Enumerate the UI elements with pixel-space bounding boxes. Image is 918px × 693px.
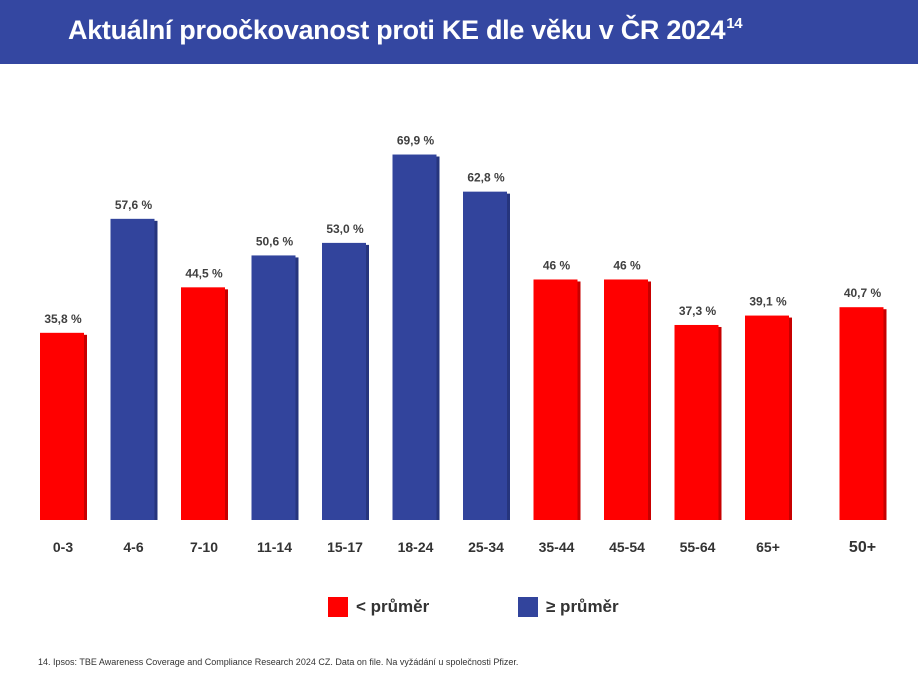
category-label-0-3: 0-3	[53, 539, 73, 555]
value-label-18-24: 69,9 %	[397, 134, 435, 148]
legend-swatch-above	[518, 597, 538, 617]
value-label-35-44: 46 %	[543, 258, 571, 272]
bar-shade-45-54	[648, 281, 651, 520]
value-label-0-3: 35,8 %	[44, 312, 82, 326]
value-label-4-6: 57,6 %	[115, 198, 153, 212]
value-label-7-10: 44,5 %	[185, 266, 223, 280]
category-label-65+: 65+	[756, 539, 780, 555]
value-label-55-64: 37,3 %	[679, 304, 717, 318]
legend-label-above: ≥ průměr	[546, 597, 619, 616]
bar-shade-18-24	[436, 156, 440, 520]
value-label-11-14: 50,6 %	[256, 234, 294, 248]
bar-shade-65+	[789, 317, 792, 520]
category-label-45-54: 45-54	[609, 539, 645, 555]
bar-55-64	[674, 324, 719, 520]
legend-label-below: < průměr	[356, 597, 430, 616]
category-label-50+: 50+	[849, 539, 876, 556]
bar-50+	[839, 307, 884, 520]
bar-4-6	[110, 218, 155, 520]
bar-45-54	[604, 279, 648, 520]
legend-item-above: ≥ průměr	[518, 596, 619, 618]
source-footnote: 14. Ipsos: TBE Awareness Coverage and Co…	[38, 657, 519, 667]
bar-shade-7-10	[225, 289, 228, 520]
title-banner: Aktuální proočkovanost proti KE dle věku…	[0, 0, 918, 64]
value-label-15-17: 53,0 %	[326, 222, 364, 236]
bar-shade-4-6	[154, 220, 158, 520]
category-label-7-10: 7-10	[190, 539, 218, 555]
bar-chart: 35,8 % 0-3 57,6 % 4-6 44,5 % 7-10 50,6 % 11-14 5…	[40, 134, 887, 556]
category-label-55-64: 55-64	[680, 539, 716, 555]
bar-shade-25-34	[507, 193, 510, 520]
category-label-25-34: 25-34	[468, 539, 504, 555]
category-label-15-17: 15-17	[327, 539, 363, 555]
bar-shade-11-14	[295, 257, 299, 520]
value-label-45-54: 46 %	[613, 258, 641, 272]
bar-25-34	[463, 191, 507, 520]
bar-shade-0-3	[84, 334, 87, 520]
bar-0-3	[40, 332, 84, 520]
legend-swatch-below	[328, 597, 348, 617]
bar-shade-55-64	[718, 326, 722, 520]
bar-15-17	[322, 242, 366, 520]
bar-11-14	[251, 255, 296, 521]
bar-18-24	[392, 154, 437, 520]
value-label-65+: 39,1 %	[749, 295, 787, 309]
title-text: Aktuální proočkovanost proti KE dle věku…	[68, 15, 726, 45]
title-footnote-ref: 14	[726, 15, 743, 32]
bar-shade-15-17	[366, 244, 369, 520]
category-label-11-14: 11-14	[257, 539, 292, 555]
value-label-50+: 40,7 %	[844, 286, 882, 300]
value-label-25-34: 62,8 %	[467, 171, 505, 185]
category-label-18-24: 18-24	[398, 539, 434, 555]
bar-shade-35-44	[577, 281, 581, 520]
category-label-4-6: 4-6	[123, 539, 143, 555]
bar-35-44	[533, 279, 578, 520]
bar-7-10	[181, 287, 225, 520]
bar-65+	[745, 315, 789, 520]
page-title: Aktuální proočkovanost proti KE dle věku…	[68, 15, 743, 46]
category-label-35-44: 35-44	[539, 539, 575, 555]
bar-shade-50+	[883, 309, 887, 520]
legend-item-below: < průměr	[328, 596, 429, 618]
